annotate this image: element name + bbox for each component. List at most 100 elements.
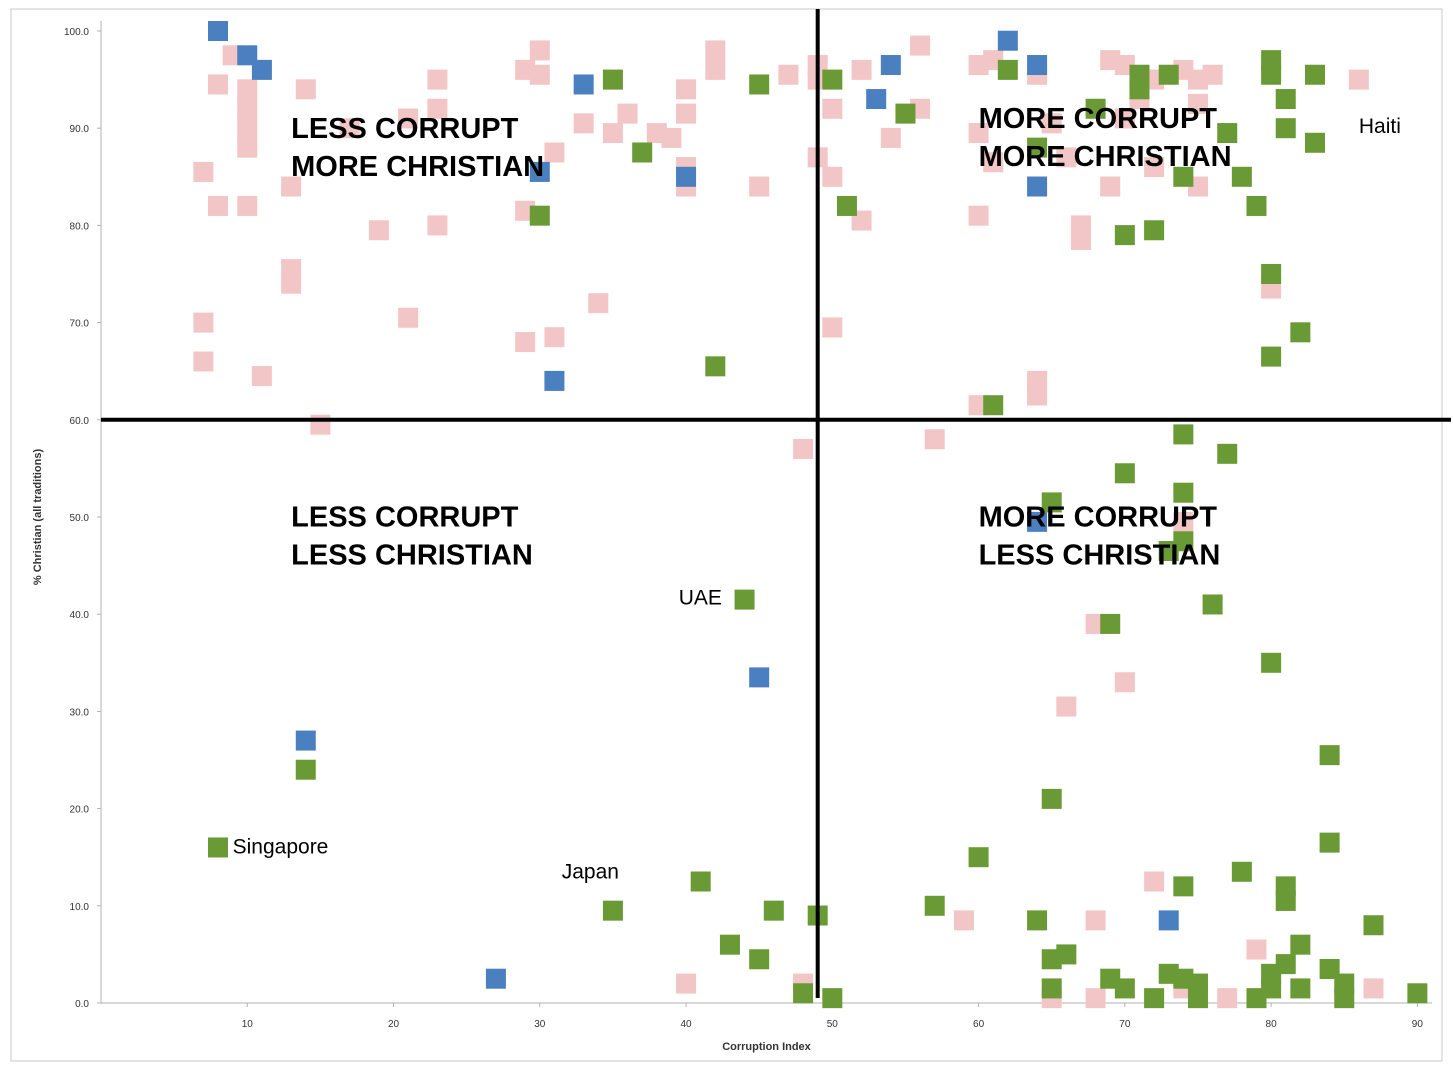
data-point: [339, 118, 360, 139]
data-point: [749, 176, 770, 197]
data-point: [676, 79, 697, 100]
data-point: [676, 166, 697, 187]
data-point: [924, 429, 945, 450]
data-point: [851, 59, 872, 80]
x-tick-label: 40: [680, 1019, 692, 1030]
data-point: [251, 59, 272, 80]
data-point: [983, 152, 1004, 173]
data-point: [866, 89, 887, 110]
y-tick-label: 100.0: [64, 27, 89, 38]
data-point: [1041, 788, 1062, 809]
data-point: [1027, 137, 1048, 158]
data-point: [588, 293, 609, 314]
data-point: [1187, 93, 1208, 114]
data-point: [1085, 910, 1106, 931]
data-point: [193, 161, 214, 182]
data-point: [427, 98, 448, 119]
data-point: [997, 30, 1018, 51]
data-point: [1187, 988, 1208, 1009]
data-point: [1407, 983, 1428, 1004]
quadrant-label: LESS CORRUPT MORE CHRISTIAN: [291, 113, 544, 183]
x-tick-label: 80: [1266, 1019, 1278, 1030]
data-point: [237, 195, 258, 216]
data-point: [1217, 123, 1238, 144]
data-point: [1100, 613, 1121, 634]
data-point: [983, 395, 1004, 416]
point-annotations: Haiti Singapore Japan UAE: [233, 115, 1401, 884]
y-tick-label: 50.0: [70, 513, 90, 524]
data-point: [1144, 988, 1165, 1009]
data-point: [676, 973, 697, 994]
data-point: [529, 64, 550, 85]
data-point: [1231, 166, 1252, 187]
data-point: [1202, 64, 1223, 85]
data-point: [822, 69, 843, 90]
data-point: [1173, 531, 1194, 552]
data-point: [1261, 978, 1282, 999]
quadrant-labels: LESS CORRUPT MORE CHRISTIAN MORE CORRUPT MO…: [291, 103, 1231, 572]
data-point: [822, 98, 843, 119]
data-point: [1173, 482, 1194, 503]
data-point: [749, 74, 770, 95]
data-point: [1056, 944, 1077, 965]
data-point: [310, 414, 331, 435]
data-point: [822, 317, 843, 338]
data-point: [719, 934, 740, 955]
data-point: [1173, 876, 1194, 897]
data-point: [1363, 978, 1384, 999]
data-point: [208, 21, 229, 41]
data-point: [208, 74, 229, 95]
data-point: [208, 837, 229, 858]
data-point: [573, 113, 594, 134]
x-tick-label: 10: [242, 1019, 254, 1030]
data-point: [281, 273, 302, 294]
data-point: [1275, 89, 1296, 110]
data-point: [1085, 988, 1106, 1009]
annotation-uae: UAE: [679, 586, 722, 609]
data-point: [1290, 322, 1311, 343]
data-point: [822, 988, 843, 1009]
data-point: [617, 103, 638, 124]
data-point: [910, 35, 931, 56]
data-point: [1363, 915, 1384, 936]
axes: [10, 8, 1443, 1062]
data-point: [573, 74, 594, 95]
data-point: [924, 895, 945, 916]
data-point: [1114, 463, 1135, 484]
data-point: [1070, 229, 1091, 250]
y-tick-label: 10.0: [70, 902, 90, 913]
x-tick-label: 50: [827, 1019, 839, 1030]
y-tick-label: 70.0: [70, 319, 90, 330]
x-tick-label: 60: [973, 1019, 985, 1030]
x-tick-label: 20: [388, 1019, 400, 1030]
data-point: [1319, 745, 1340, 766]
data-point: [1173, 424, 1194, 445]
data-point: [237, 79, 258, 100]
data-point: [705, 356, 726, 377]
data-point: [1041, 978, 1062, 999]
data-point: [529, 161, 550, 182]
data-point: [427, 215, 448, 236]
data-point: [1144, 220, 1165, 241]
data-point: [237, 118, 258, 139]
data-point: [1144, 871, 1165, 892]
data-point: [544, 327, 565, 348]
y-tick-label: 90.0: [70, 124, 90, 135]
data-point: [1348, 69, 1369, 90]
data-point: [529, 205, 550, 226]
data-point: [1114, 978, 1135, 999]
x-tick-label: 70: [1119, 1019, 1131, 1030]
data-point: [880, 55, 901, 76]
quadrant-dividers: [101, 9, 1451, 998]
data-point: [734, 589, 755, 610]
data-point: [1158, 64, 1179, 85]
y-tick-label: 20.0: [70, 805, 90, 816]
data-point: [193, 312, 214, 333]
data-point: [1304, 132, 1325, 153]
data-point: [676, 103, 697, 124]
y-tick-label: 60.0: [70, 416, 90, 427]
data-point: [1275, 890, 1296, 911]
data-point: [1246, 939, 1267, 960]
x-axis-title: Corruption Index: [722, 1041, 811, 1053]
